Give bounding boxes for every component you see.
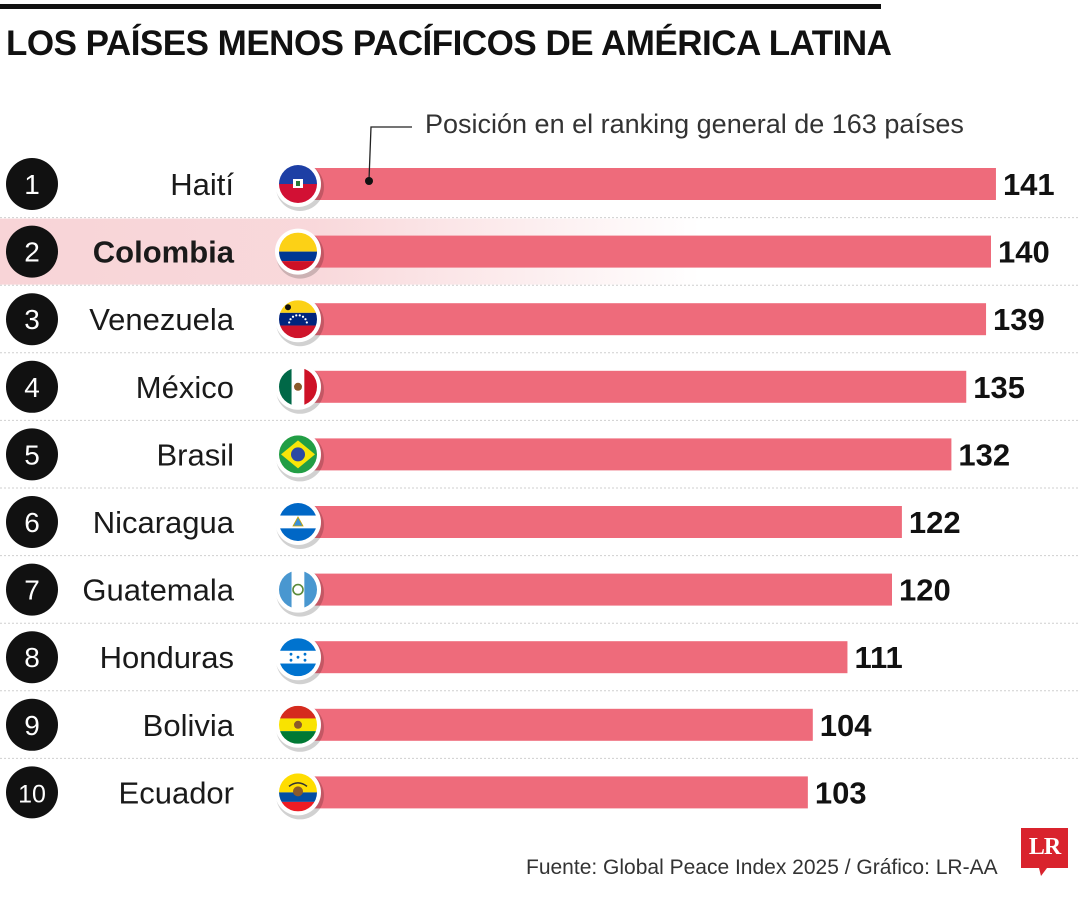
value-label: 122 [909, 505, 961, 540]
rank-number: 9 [24, 710, 40, 741]
rank-number: 6 [24, 507, 40, 538]
bolivia-flag-icon [275, 701, 324, 752]
chart-row: 2 Colombia 140 [6, 225, 1050, 279]
category-label: Brasil [156, 437, 234, 472]
category-label: Nicaragua [93, 505, 235, 540]
rank-number: 1 [24, 169, 40, 200]
rank-badge [6, 428, 58, 481]
top-rule [0, 4, 881, 9]
rank-badge [6, 631, 58, 684]
bar [298, 506, 902, 538]
rank-number: 8 [24, 642, 40, 673]
rank-badge [6, 360, 58, 413]
rank-number: 2 [24, 237, 40, 268]
colombia-flag-icon [275, 228, 324, 279]
honduras-flag-icon [275, 634, 324, 685]
nicaragua-flag-icon [275, 499, 324, 549]
chart-row: 4 México 135 [6, 360, 1025, 414]
value-label: 141 [1003, 167, 1055, 202]
rank-badge [6, 698, 58, 751]
brazil-flag-icon [275, 431, 324, 482]
chart-title: LOS PAÍSES MENOS PACÍFICOS DE AMÉRICA LA… [6, 24, 892, 63]
rank-badge [6, 563, 58, 616]
chart-row: 3 Venezuela 139 [6, 293, 1045, 347]
source-footer: Fuente: Global Peace Index 2025 / Gráfic… [526, 856, 998, 879]
category-label: Venezuela [89, 302, 235, 337]
rank-badge [6, 766, 58, 819]
venezuela-flag-icon [275, 296, 324, 347]
category-label: Ecuador [119, 775, 234, 810]
bar [298, 168, 996, 200]
category-label: Honduras [100, 640, 234, 675]
bar [298, 573, 892, 606]
bar [298, 438, 952, 471]
ranking-annotation: Posición en el ranking general de 163 pa… [425, 109, 964, 139]
mexico-flag-icon [275, 363, 324, 414]
annotation-leader-line [368, 126, 412, 181]
value-label: 139 [993, 302, 1045, 337]
lr-logo-icon [1021, 828, 1068, 876]
chart-row: 1 Haití 141 [6, 158, 1055, 211]
chart-row: 5 Brasil 132 [6, 428, 1010, 482]
chart-row: 7 Guatemala 120 [6, 563, 951, 617]
category-label: Colombia [93, 235, 235, 270]
value-label: 104 [820, 708, 872, 743]
rank-badge [6, 158, 58, 210]
value-label: 135 [973, 370, 1025, 405]
value-label: 132 [958, 437, 1010, 472]
lr-logo-text: LR [1028, 834, 1061, 860]
guatemala-flag-icon [275, 566, 324, 617]
value-label: 103 [815, 775, 867, 810]
bar [298, 641, 848, 674]
bar [298, 370, 967, 403]
bar [298, 776, 808, 809]
bar [298, 708, 813, 741]
value-label: 120 [899, 573, 951, 608]
rank-badge [6, 225, 58, 278]
chart-row: 6 Nicaragua 122 [6, 496, 961, 549]
category-label: México [136, 370, 234, 405]
chart-row: 8 Honduras 111 [6, 631, 903, 685]
rank-badge [6, 293, 58, 346]
value-label: 140 [998, 235, 1050, 270]
rank-number: 5 [24, 439, 40, 470]
rank-badge [6, 496, 58, 548]
rank-number: 10 [18, 780, 46, 808]
ecuador-flag-icon [275, 769, 324, 820]
rank-number: 7 [24, 575, 40, 606]
chart-row: 10 Ecuador 103 [6, 766, 867, 820]
bar [298, 303, 987, 336]
haiti-flag-icon [275, 161, 324, 211]
category-label: Bolivia [143, 708, 235, 743]
chart-row: 9 Bolivia 104 [6, 698, 872, 752]
bar [298, 235, 991, 268]
rank-number: 4 [24, 372, 40, 403]
annotation-leader-dot [365, 177, 373, 185]
value-label: 111 [854, 640, 902, 675]
rank-number: 3 [24, 304, 40, 335]
category-label: Guatemala [82, 573, 234, 608]
category-label: Haití [170, 167, 234, 202]
